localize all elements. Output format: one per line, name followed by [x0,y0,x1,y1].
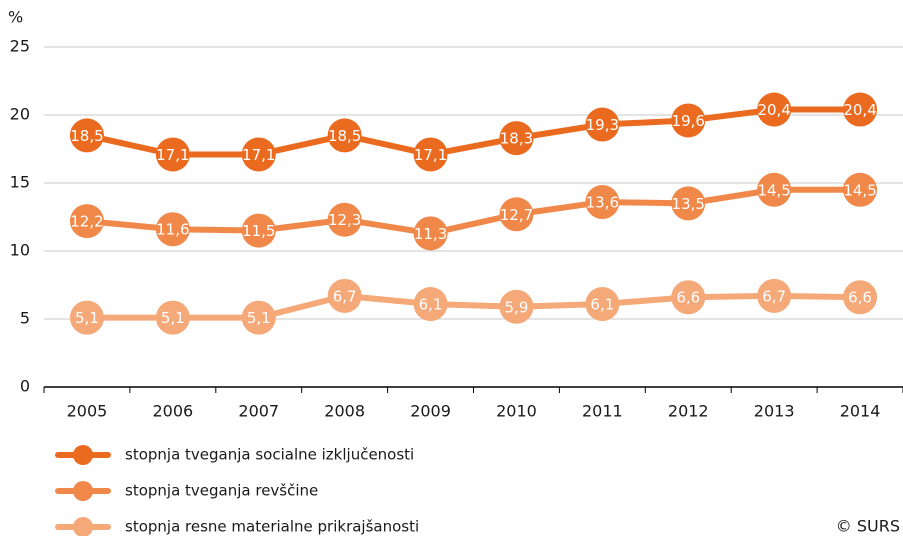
data-point [413,216,448,251]
data-label: 17,1 [156,146,189,164]
x-tick-label: 2009 [410,402,451,421]
data-label: 6,1 [419,296,443,314]
data-label: 6,6 [848,289,872,307]
data-point [155,137,190,172]
data-label: 14,5 [757,181,790,199]
data-point [241,213,276,248]
y-tick-label: 15 [10,173,30,192]
data-label: 19,6 [672,112,705,130]
data-point [757,92,792,127]
data-point [585,107,620,142]
data-point [585,287,620,322]
data-point [671,103,706,138]
data-point [327,202,362,237]
x-tick-label: 2012 [668,402,709,421]
data-point [69,300,104,335]
data-label: 18,3 [500,130,533,148]
data-point [843,280,878,315]
data-label: 17,1 [242,146,275,164]
data-point [757,172,792,207]
data-point [155,212,190,247]
data-point [585,185,620,220]
data-point [757,278,792,313]
data-label: 18,5 [328,127,361,145]
y-unit-label: % [8,8,23,27]
y-tick-label: 5 [20,309,30,328]
x-tick-label: 2010 [496,402,537,421]
data-point [413,287,448,322]
data-point [327,118,362,153]
data-point [155,300,190,335]
data-label: 18,5 [70,127,103,145]
series-line [86,186,861,237]
data-label: 6,7 [762,287,786,305]
series-line [86,292,861,321]
data-point [241,300,276,335]
legend-marker [73,445,93,465]
data-label: 19,3 [586,116,619,134]
data-label: 5,1 [247,309,271,327]
data-label: 14,5 [843,181,876,199]
data-point [499,289,534,324]
legend-label: stopnja resne materialne prikrajšanosti [125,518,419,536]
data-label: 12,3 [328,211,361,229]
source: © SURS [836,517,900,536]
data-point [69,118,104,153]
data-label: 12,7 [500,206,533,224]
data-label: 20,4 [757,101,790,119]
x-tick-label: 2006 [152,402,193,421]
legend-marker [73,481,93,501]
data-point [499,197,534,232]
data-label: 13,6 [586,194,619,212]
data-point [671,280,706,315]
data-label: 13,5 [672,195,705,213]
data-label: 6,7 [333,287,357,305]
y-tick-label: 25 [10,37,30,56]
x-tick-label: 2007 [238,402,279,421]
legend-label: stopnja tveganja revščine [125,482,318,500]
x-tick-label: 2014 [840,402,881,421]
data-label: 11,6 [156,221,189,239]
data-point [843,92,878,127]
data-label: 11,5 [242,222,275,240]
data-point [69,204,104,239]
data-point [671,186,706,221]
data-point [843,172,878,207]
y-tick-label: 10 [10,241,30,260]
x-tick-label: 2011 [582,402,623,421]
x-tick-label: 2013 [754,402,795,421]
x-tick-label: 2005 [67,402,108,421]
series-line [86,106,861,158]
data-point [327,278,362,313]
y-tick-label: 20 [10,105,30,124]
data-label: 5,9 [505,298,529,316]
data-label: 6,1 [590,296,614,314]
data-label: 17,1 [414,146,447,164]
data-label: 5,1 [75,309,99,327]
data-label: 11,3 [414,225,447,243]
data-point [499,121,534,156]
y-tick-label: 0 [20,377,30,396]
legend-label: stopnja tveganja socialne izključenosti [125,446,414,464]
legend-marker [73,517,93,536]
data-point [413,137,448,172]
data-label: 20,4 [843,101,876,119]
data-label: 12,2 [70,213,103,231]
data-label: 5,1 [161,309,185,327]
x-tick-label: 2008 [324,402,365,421]
data-point [241,137,276,172]
data-label: 6,6 [676,289,700,307]
